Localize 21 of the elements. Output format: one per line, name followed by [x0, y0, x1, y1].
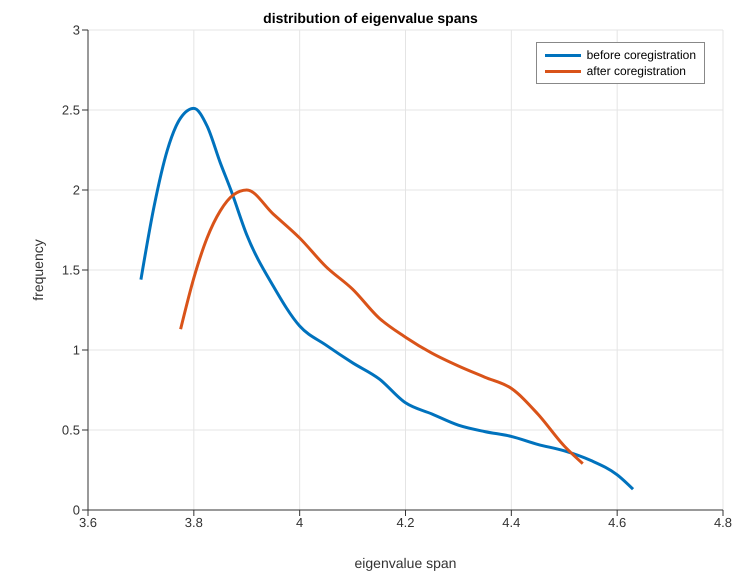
y-tick-label: 0	[72, 502, 80, 518]
y-tick-label: 2.5	[62, 102, 80, 118]
x-tick-label: 3.8	[184, 515, 203, 530]
x-tick-label: 4.4	[502, 515, 520, 530]
y-axis-title: frequency	[30, 239, 46, 301]
chart-title: distribution of eigenvalue spans	[263, 10, 478, 26]
y-tick-label: 1	[72, 342, 80, 358]
x-axis-title: eigenvalue span	[354, 555, 456, 571]
line-series	[139, 106, 635, 491]
legend-label: before coregistration	[586, 48, 696, 62]
x-tick-label: 4	[296, 515, 304, 530]
x-tick-label: 4.8	[714, 515, 732, 530]
legend-label: after coregistration	[586, 64, 686, 78]
y-tick-label: 2	[72, 182, 80, 198]
line-series	[179, 188, 584, 466]
x-tick-label: 4.6	[608, 515, 626, 530]
x-tick-label: 3.6	[78, 515, 98, 530]
x-tick-label: 4.2	[396, 515, 415, 530]
y-tick-label: 3	[72, 22, 80, 38]
y-tick-label: 1.5	[62, 262, 80, 278]
y-tick-label: 0.5	[62, 422, 80, 438]
